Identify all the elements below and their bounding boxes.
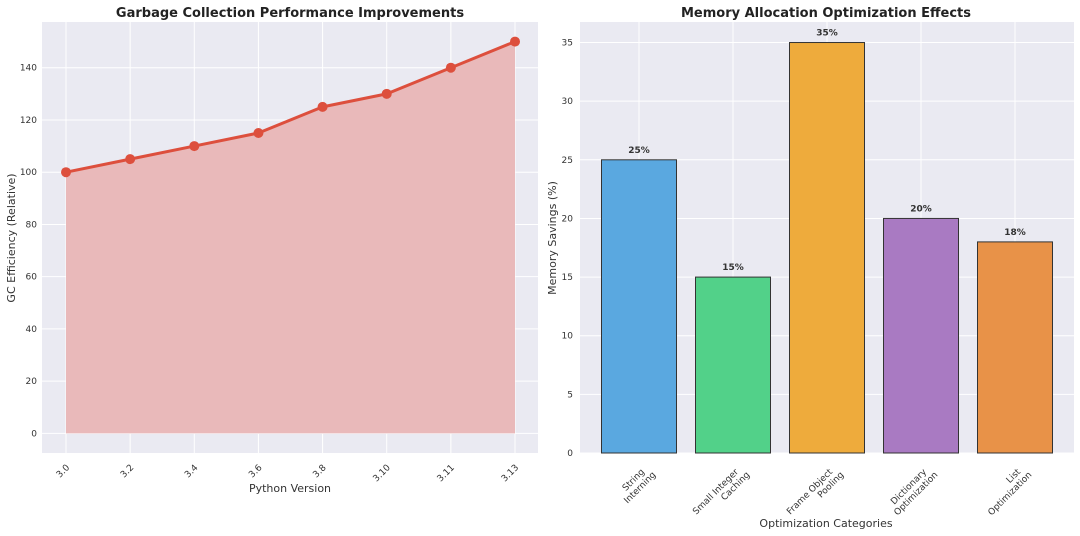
mem-bar: [883, 217, 959, 454]
gc-y-tick-label: 80: [26, 220, 38, 230]
gc-data-point: [125, 154, 136, 165]
gc-y-tick-label: 0: [31, 429, 37, 439]
mem-y-tick-label: 0: [567, 449, 573, 459]
mem-y-tick-label: 5: [567, 390, 573, 400]
gc-y-tick-label: 60: [26, 273, 38, 283]
gc-y-tick-label: 140: [20, 64, 37, 74]
gc-y-tick-label: 20: [26, 377, 38, 387]
gc-data-point: [381, 88, 392, 99]
mem-x-axis-label: Optimization Categories: [759, 517, 892, 530]
memory-chart: 25% 15% 35% 20% 18% 0 5 10 15 20 25 30 35 StringInt…: [546, 6, 1074, 530]
gc-x-tick-label: 3.2: [119, 463, 136, 480]
mem-chart-title: Memory Allocation Optimization Effects: [681, 6, 971, 21]
mem-y-tick-label: 15: [562, 273, 573, 283]
mem-bar-data-label: 18%: [1004, 228, 1026, 238]
mem-y-tick-label: 30: [562, 97, 574, 107]
gc-y-tick-label: 120: [20, 116, 37, 126]
gc-x-tick-label: 3.4: [183, 463, 200, 480]
gc-series-line: [65, 40, 516, 174]
mem-y-axis-label: Memory Savings (%): [546, 181, 559, 295]
gc-chart: 0 20 40 60 80 100 120 140 3.0 3.2 3.4 3.6 3.8 3.10 3.…: [5, 6, 538, 495]
gc-data-point: [61, 167, 71, 178]
gc-chart-title: Garbage Collection Performance Improveme…: [116, 6, 464, 21]
mem-y-tick-label: 10: [562, 332, 574, 342]
gc-x-tick-label: 3.11: [436, 463, 457, 484]
gc-x-axis-label: Python Version: [249, 482, 331, 495]
mem-bar-data-label: 15%: [722, 263, 744, 273]
gc-x-tick-label: 3.10: [372, 463, 393, 484]
gc-data-point: [253, 128, 264, 139]
gc-points-layer: [61, 36, 520, 178]
gc-data-point: [317, 101, 328, 112]
mem-y-tick-label: 20: [562, 214, 574, 224]
mem-y-ticks: 0 5 10 15 20 25 30 35: [562, 39, 574, 459]
mem-bar: [977, 241, 1053, 454]
gc-data-point: [445, 62, 456, 73]
mem-bar-data-label: 35%: [816, 29, 838, 39]
gc-data-point: [510, 36, 520, 47]
gc-x-tick-label: 3.6: [247, 463, 264, 480]
mem-bar: [789, 42, 865, 454]
mem-bar-data-label: 25%: [628, 146, 650, 156]
mem-bars-layer: 25% 15% 35% 20% 18%: [601, 29, 1053, 454]
mem-y-tick-label: 25: [562, 156, 573, 166]
gc-x-tick-label: 3.8: [311, 463, 328, 480]
gc-y-tick-label: 100: [20, 168, 37, 178]
gc-area-fill: [66, 41, 515, 434]
gc-x-tick-label: 3.13: [500, 463, 521, 484]
mem-y-tick-label: 35: [562, 39, 573, 49]
gc-y-tick-label: 40: [26, 325, 38, 335]
mem-bar-data-label: 20%: [910, 204, 932, 214]
mem-bar: [601, 159, 677, 454]
mem-bar: [695, 276, 771, 454]
gc-data-point: [189, 141, 200, 152]
gc-y-axis-label: GC Efficiency (Relative): [5, 173, 18, 302]
gc-y-ticks: 0 20 40 60 80 100 120 140: [20, 64, 37, 440]
gc-area-layer: [65, 40, 516, 434]
gc-x-tick-label: 3.0: [55, 463, 72, 480]
